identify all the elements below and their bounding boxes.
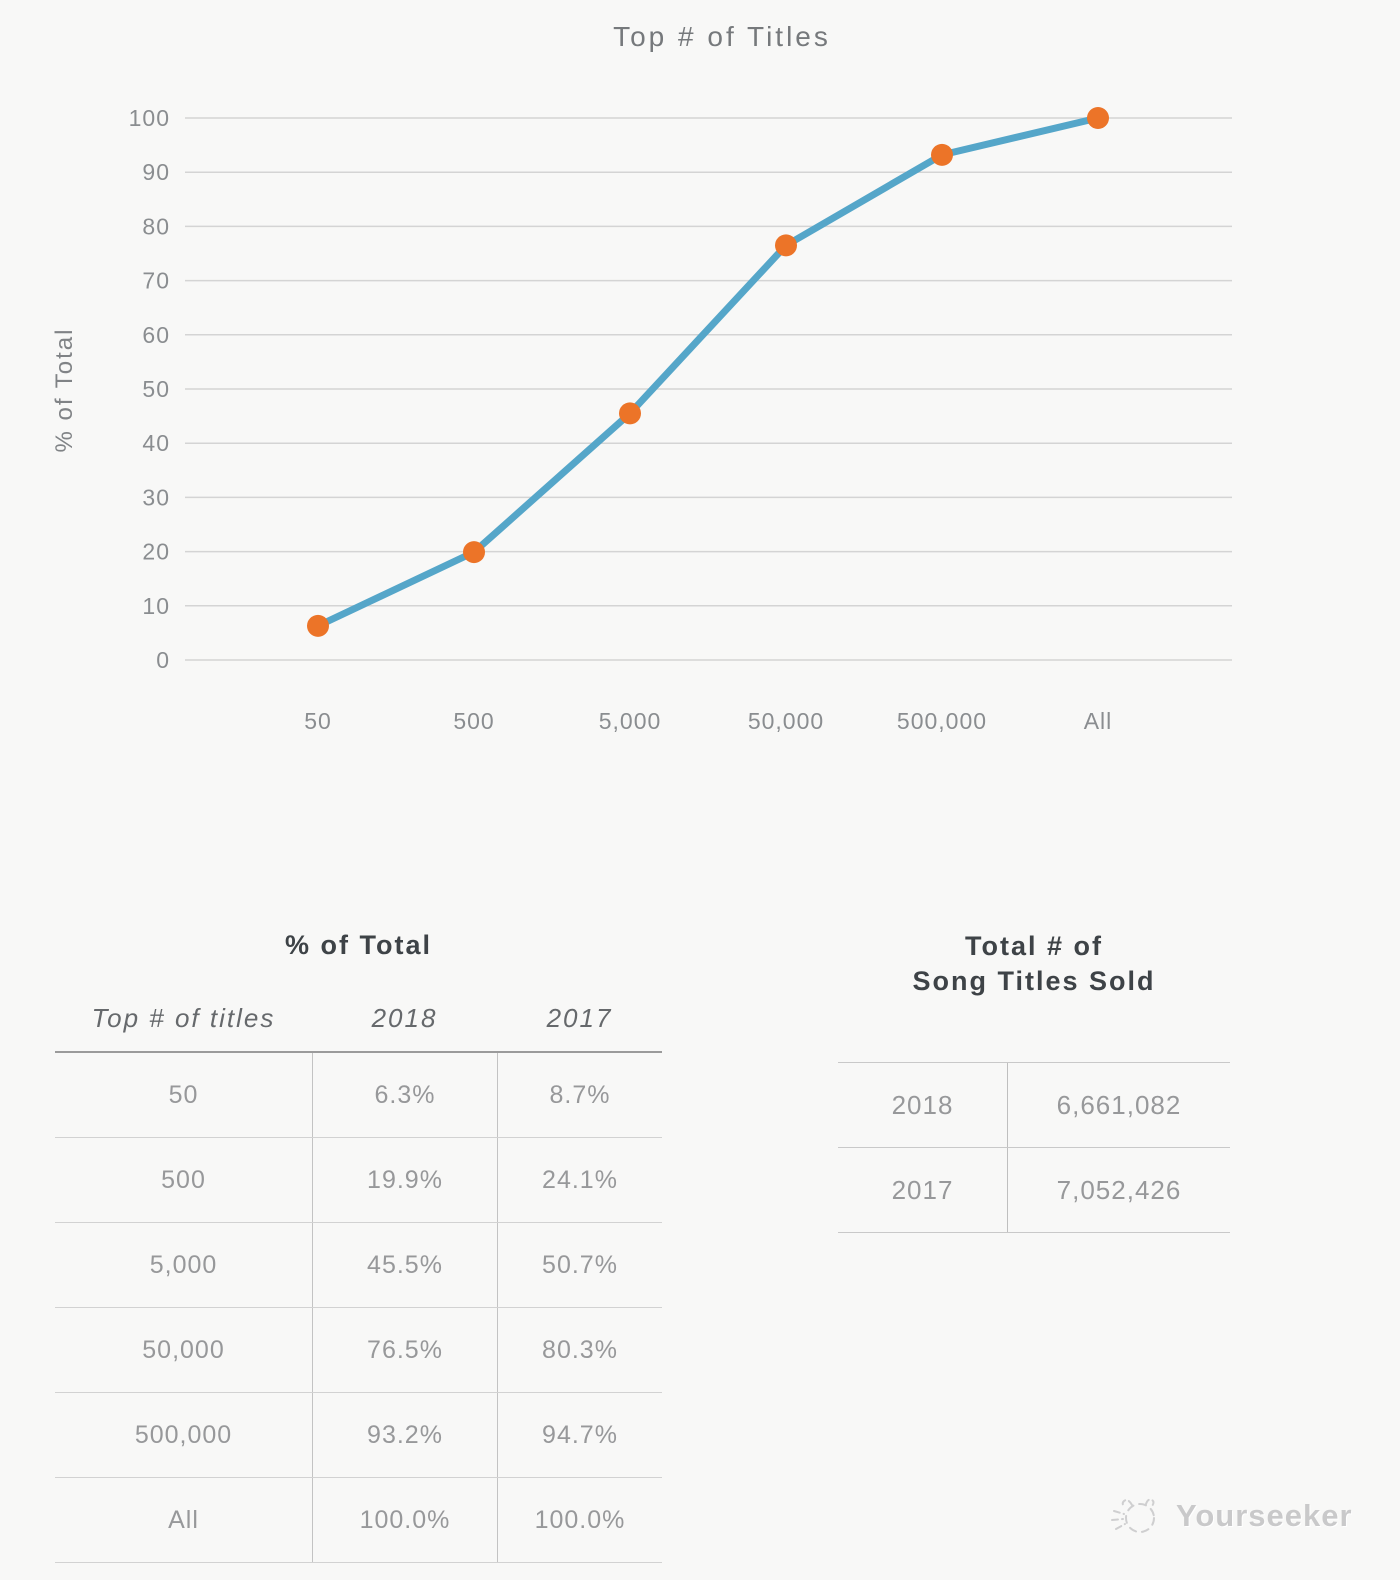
y-tick-label: 100	[129, 105, 170, 131]
percent-of-total-table: % of Total Top # of titles 2018 2017 50 …	[55, 915, 662, 1563]
cell-2017: 100.0%	[497, 1478, 662, 1562]
y-tick-label: 70	[142, 268, 170, 294]
cell-2017: 24.1%	[497, 1138, 662, 1222]
y-tick-label: 40	[142, 430, 170, 456]
table-row: 500 19.9% 24.1%	[55, 1138, 662, 1223]
column-header-2018: 2018	[371, 1002, 438, 1033]
data-point-500	[463, 541, 485, 564]
cell-2017: 8.7%	[497, 1053, 662, 1137]
cell-2018: 76.5%	[312, 1308, 497, 1392]
y-axis-label: % of Total	[51, 328, 78, 453]
y-tick-label: 30	[142, 484, 170, 510]
cell-total: 7,052,426	[1007, 1148, 1230, 1232]
column-header-top-titles: Top # of titles	[91, 1002, 276, 1033]
data-point-50000	[775, 234, 797, 257]
table-row: 2018 6,661,082	[838, 1063, 1230, 1148]
data-point-500000	[931, 143, 953, 166]
cell-titles: 5,000	[149, 1250, 218, 1279]
cell-titles: All	[168, 1505, 199, 1534]
y-tick-label: 10	[142, 593, 170, 619]
cell-2017: 80.3%	[497, 1308, 662, 1392]
cell-2018: 45.5%	[312, 1223, 497, 1307]
total-song-titles-table: Total # of Song Titles Sold 2018 6,661,0…	[838, 915, 1230, 1233]
cell-year: 2018	[891, 1089, 954, 1120]
cell-year: 2017	[891, 1174, 954, 1205]
percent-table-title: % of Total	[285, 930, 432, 960]
x-tick-label: 50,000	[748, 708, 824, 734]
y-tick-label: 50	[142, 376, 170, 402]
yourseeker-label: Yourseeker	[1176, 1498, 1353, 1533]
chart-title: Top # of Titles	[613, 21, 831, 52]
cell-2018: 93.2%	[312, 1393, 497, 1477]
y-tick-label: 20	[142, 539, 170, 565]
table-row: All 100.0% 100.0%	[55, 1478, 662, 1563]
total-table-title: Total # of Song Titles Sold	[838, 915, 1230, 999]
cell-2018: 19.9%	[312, 1138, 497, 1222]
y-tick-label: 60	[142, 322, 170, 348]
x-tick-label: 500	[453, 708, 494, 734]
table-row: 50 6.3% 8.7%	[55, 1053, 662, 1138]
y-tick-label: 0	[156, 647, 170, 673]
data-point-50	[307, 614, 329, 637]
x-tick-label: 5,000	[599, 708, 662, 734]
line-chart: 0 10 20 30 40 50 60 70 80 90 100 Top # of Titles % o…	[51, 21, 1232, 734]
total-table-grid: 2018 6,661,082 2017 7,052,426	[838, 1062, 1230, 1233]
column-header-2017: 2017	[546, 1002, 613, 1033]
yourseeker-watermark: Yourseeker	[1108, 1487, 1353, 1545]
x-tick-label: All	[1084, 708, 1113, 734]
x-tick-label: 500,000	[897, 708, 987, 734]
cell-2018: 6.3%	[312, 1053, 497, 1137]
cell-2017: 50.7%	[497, 1223, 662, 1307]
cat-sketch-logo-icon	[1111, 1498, 1155, 1533]
y-tick-label: 90	[142, 159, 170, 185]
table-row: 500,000 93.2% 94.7%	[55, 1393, 662, 1478]
cell-titles: 500,000	[134, 1420, 233, 1449]
cell-total: 6,661,082	[1007, 1063, 1230, 1147]
total-table-title-line2: Song Titles Sold	[912, 966, 1156, 996]
total-table-title-line1: Total # of	[965, 931, 1103, 961]
cell-titles: 50,000	[142, 1335, 225, 1364]
data-point-5000	[619, 402, 641, 425]
series-line-2018	[314, 114, 1102, 630]
cell-titles: 500	[161, 1165, 206, 1194]
x-tick-label: 50	[304, 708, 332, 734]
table-row: 50,000 76.5% 80.3%	[55, 1308, 662, 1393]
cell-titles: 50	[168, 1080, 199, 1109]
cell-2017: 94.7%	[497, 1393, 662, 1477]
percent-table-header-row: Top # of titles 2018 2017	[55, 985, 662, 1053]
cell-2018: 100.0%	[312, 1478, 497, 1562]
table-row: 5,000 45.5% 50.7%	[55, 1223, 662, 1308]
y-tick-label: 80	[142, 213, 170, 239]
data-point-All	[1087, 107, 1109, 129]
table-row: 2017 7,052,426	[838, 1148, 1230, 1233]
